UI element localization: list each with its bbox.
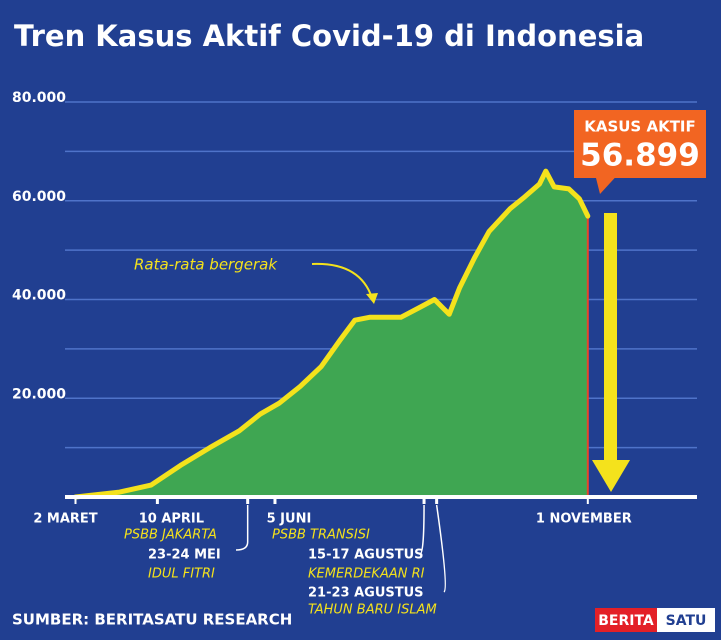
callout-value: 56.899 <box>580 138 700 174</box>
leader <box>419 504 425 555</box>
series-label-arrow <box>311 262 373 299</box>
series-label: Rata-rata bergerak <box>134 256 278 274</box>
event-label: PSBB JAKARTA <box>124 528 217 543</box>
event-date: 15-17 AGUSTUS <box>308 548 424 563</box>
event-label: IDUL FITRI <box>148 567 215 582</box>
down-arrow <box>592 213 630 492</box>
y-tick-label: 40.000 <box>12 288 66 304</box>
event-label: KEMERDEKAAN RI <box>308 567 425 582</box>
logo-text: SATU <box>666 613 707 629</box>
area <box>75 171 588 497</box>
leader <box>235 505 249 551</box>
y-tick-label: 20.000 <box>12 386 66 402</box>
callout-title: KASUS AKTIF <box>584 118 696 136</box>
logo-text: BERITA <box>598 613 654 629</box>
chart-title: Tren Kasus Aktif Covid-19 di Indonesia <box>14 19 644 53</box>
leader <box>435 504 447 593</box>
y-tick-label: 60.000 <box>12 189 66 205</box>
x-tick-label: 1 NOVEMBER <box>536 512 632 527</box>
event-date: 23-24 MEI <box>148 548 221 563</box>
callout-box <box>574 110 706 178</box>
callout: KASUS AKTIF 56.899 <box>574 110 706 194</box>
series-label-arrowhead <box>366 293 378 304</box>
y-tick-label: 80.000 <box>12 90 66 106</box>
source: SUMBER: BERITASATU RESEARCH <box>12 611 292 629</box>
event-label: PSBB TRANSISI <box>272 528 370 543</box>
logo: BERITA SATU <box>595 608 715 632</box>
x-tick-label: 5 JUNI <box>267 512 312 527</box>
x-tick-label: 10 APRIL <box>139 512 204 527</box>
event-date: 21-23 AGUSTUS <box>308 586 424 601</box>
event-label: TAHUN BARU ISLAM <box>308 603 437 618</box>
x-tick-label: 2 MARET <box>33 512 97 527</box>
line <box>73 168 591 500</box>
